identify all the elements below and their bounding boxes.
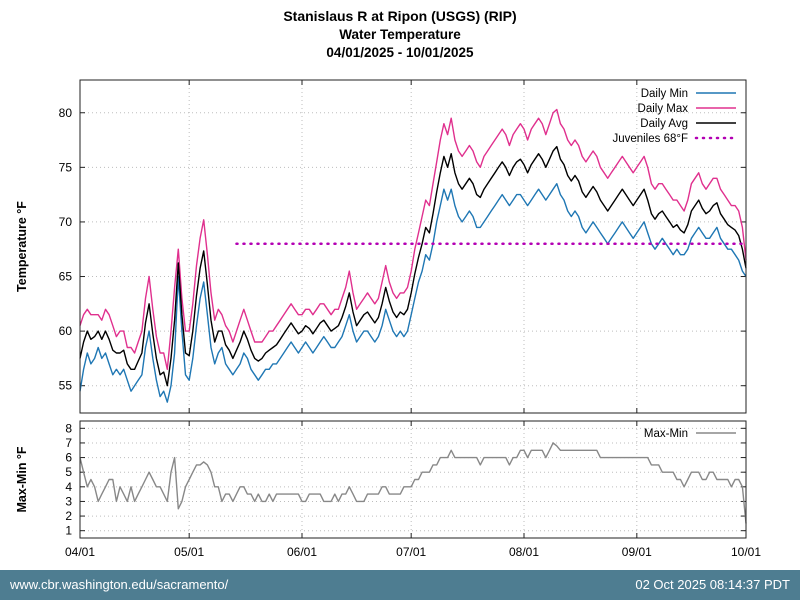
svg-text:04/01: 04/01 (65, 545, 95, 559)
svg-text:60: 60 (59, 324, 73, 338)
svg-text:Daily Avg: Daily Avg (640, 118, 688, 130)
chart-title-block: Stanislaus R at Ripon (USGS) (RIP) Water… (0, 0, 800, 60)
svg-text:05/01: 05/01 (174, 545, 204, 559)
svg-text:5: 5 (65, 465, 72, 479)
svg-text:Max-Min °F: Max-Min °F (15, 446, 29, 512)
svg-text:06/01: 06/01 (287, 545, 317, 559)
svg-text:55: 55 (59, 379, 73, 393)
svg-text:4: 4 (65, 480, 72, 494)
svg-text:Daily Max: Daily Max (638, 103, 689, 115)
svg-text:Max-Min: Max-Min (644, 428, 688, 440)
svg-text:Juveniles 68°F: Juveniles 68°F (612, 133, 688, 145)
svg-text:07/01: 07/01 (396, 545, 426, 559)
footer-timestamp: 02 Oct 2025 08:14:37 PDT (635, 577, 790, 592)
svg-text:75: 75 (59, 160, 73, 174)
chart-subtitle: Water Temperature (339, 27, 461, 42)
svg-text:08/01: 08/01 (509, 545, 539, 559)
footer-bar: www.cbr.washington.edu/sacramento/ 02 Oc… (0, 570, 800, 600)
svg-text:7: 7 (65, 436, 72, 450)
svg-text:8: 8 (65, 421, 72, 435)
svg-text:09/01: 09/01 (622, 545, 652, 559)
svg-text:10/01: 10/01 (731, 545, 761, 559)
svg-text:1: 1 (65, 524, 72, 538)
svg-text:80: 80 (59, 106, 73, 120)
footer-url-link[interactable]: www.cbr.washington.edu/sacramento/ (10, 577, 229, 592)
chart-date-range: 04/01/2025 - 10/01/2025 (326, 45, 474, 60)
svg-text:Temperature °F: Temperature °F (15, 201, 29, 292)
svg-text:65: 65 (59, 270, 73, 284)
chart-title: Stanislaus R at Ripon (USGS) (RIP) (283, 8, 517, 24)
svg-text:6: 6 (65, 451, 72, 465)
svg-text:Daily Min: Daily Min (641, 88, 688, 100)
svg-text:2: 2 (65, 509, 72, 523)
svg-text:70: 70 (59, 215, 73, 229)
svg-text:3: 3 (65, 494, 72, 508)
